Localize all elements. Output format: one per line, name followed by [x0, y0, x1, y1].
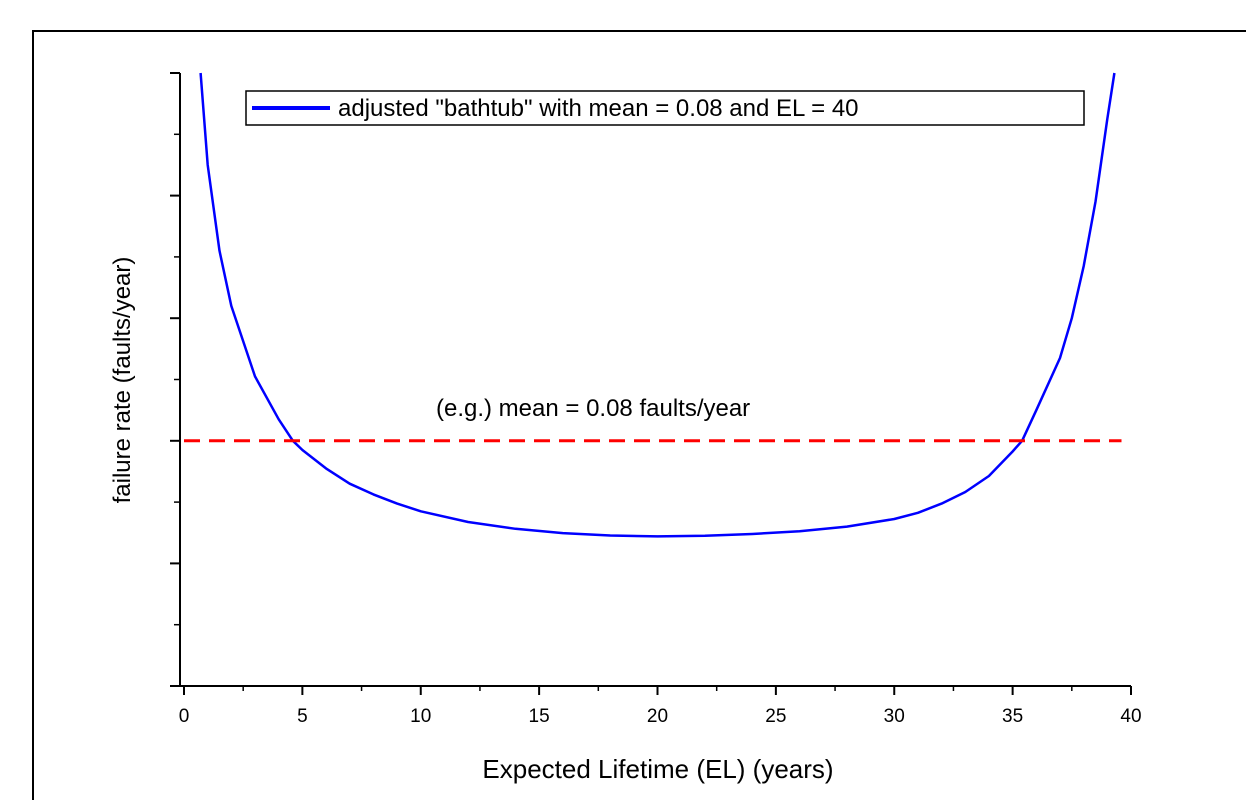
legend-box: [245, 90, 1085, 126]
x-axis-label: Expected Lifetime (EL) (years): [482, 754, 833, 784]
legend-label: adjusted "bathtub" with mean = 0.08 and …: [338, 95, 859, 122]
bathtub-curve-line: [199, 72, 1116, 538]
axes: [179, 73, 1131, 687]
x-tick-label: 5: [297, 706, 308, 727]
x-tick-label: 20: [647, 706, 668, 727]
x-tick-label: 0: [179, 706, 190, 727]
x-tick-label: 10: [410, 706, 431, 727]
x-ticks: 0 5 10 15 20 25 30 35 40: [179, 686, 1142, 727]
y-axis-label: failure rate (faults/year): [109, 257, 136, 504]
annotation-mean: (e.g.) mean = 0.08 faults/year: [436, 395, 750, 422]
x-tick-label: 30: [884, 706, 905, 727]
x-tick-label: 35: [1002, 706, 1023, 727]
chart-frame: [32, 30, 1246, 800]
x-tick-label: 25: [765, 706, 786, 727]
series-group: [184, 72, 1122, 538]
y-ticks: [170, 72, 180, 687]
x-tick-label: 15: [529, 706, 550, 727]
legend: adjusted "bathtub" with mean = 0.08 and …: [245, 90, 1085, 126]
x-tick-label: 40: [1120, 706, 1141, 727]
